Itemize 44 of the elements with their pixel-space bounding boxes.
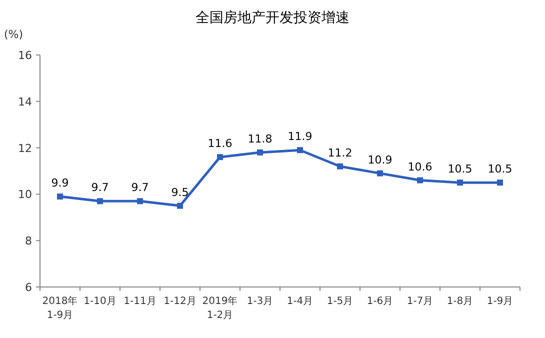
x-tick-label: 1-6月: [366, 296, 394, 307]
y-tick-label: 6: [25, 281, 32, 294]
x-tick-label: 1-12月: [164, 296, 196, 307]
y-axis-title: (%): [4, 28, 24, 41]
y-tick-label: 16: [18, 49, 32, 62]
x-tick-label: 1-11月: [124, 296, 156, 307]
x-tick-label: 1-5月: [326, 296, 354, 307]
point: [137, 198, 143, 204]
y-tick-label: 14: [18, 95, 32, 108]
point: [337, 163, 343, 170]
point: [297, 147, 303, 154]
x-tick-label: 1-10月: [84, 296, 116, 307]
data-label: 11.2: [328, 146, 352, 160]
point: [377, 170, 383, 176]
data-label: 10.5: [448, 162, 472, 176]
data-label: 9.9: [51, 176, 69, 190]
point: [217, 154, 223, 160]
point: [497, 180, 503, 186]
point: [257, 149, 263, 156]
point: [177, 202, 183, 209]
point: [97, 198, 103, 204]
data-label: 9.5: [171, 186, 189, 199]
data-label: 11.8: [248, 132, 272, 146]
x-tick-label: 1-8月: [446, 296, 474, 307]
data-label: 10.9: [368, 153, 392, 166]
point: [57, 194, 63, 200]
y-tick-label: 8: [25, 234, 32, 248]
x-tick-label: 2018年 1-9月: [42, 295, 78, 321]
x-tick-label: 1-4月: [286, 296, 314, 307]
data-label: 9.7: [91, 181, 109, 194]
x-tick-label: 1-9月: [486, 296, 514, 307]
data-label: 11.6: [208, 137, 232, 150]
y-tick-label: 12: [18, 142, 32, 155]
data-label: 9.7: [131, 181, 149, 194]
x-tick-label: 1-7月: [406, 296, 434, 307]
data-label: 10.6: [408, 160, 432, 174]
point: [457, 180, 463, 186]
point: [417, 177, 423, 184]
x-tick-label: 1-3月: [246, 296, 274, 307]
x-tick-label: 2019年 1-2月: [202, 295, 238, 321]
data-label: 10.5: [488, 162, 512, 176]
y-tick-label: 10: [18, 188, 32, 202]
chart-title: 全国房地产开发投资增速: [196, 10, 350, 26]
data-label: 11.9: [288, 130, 312, 144]
